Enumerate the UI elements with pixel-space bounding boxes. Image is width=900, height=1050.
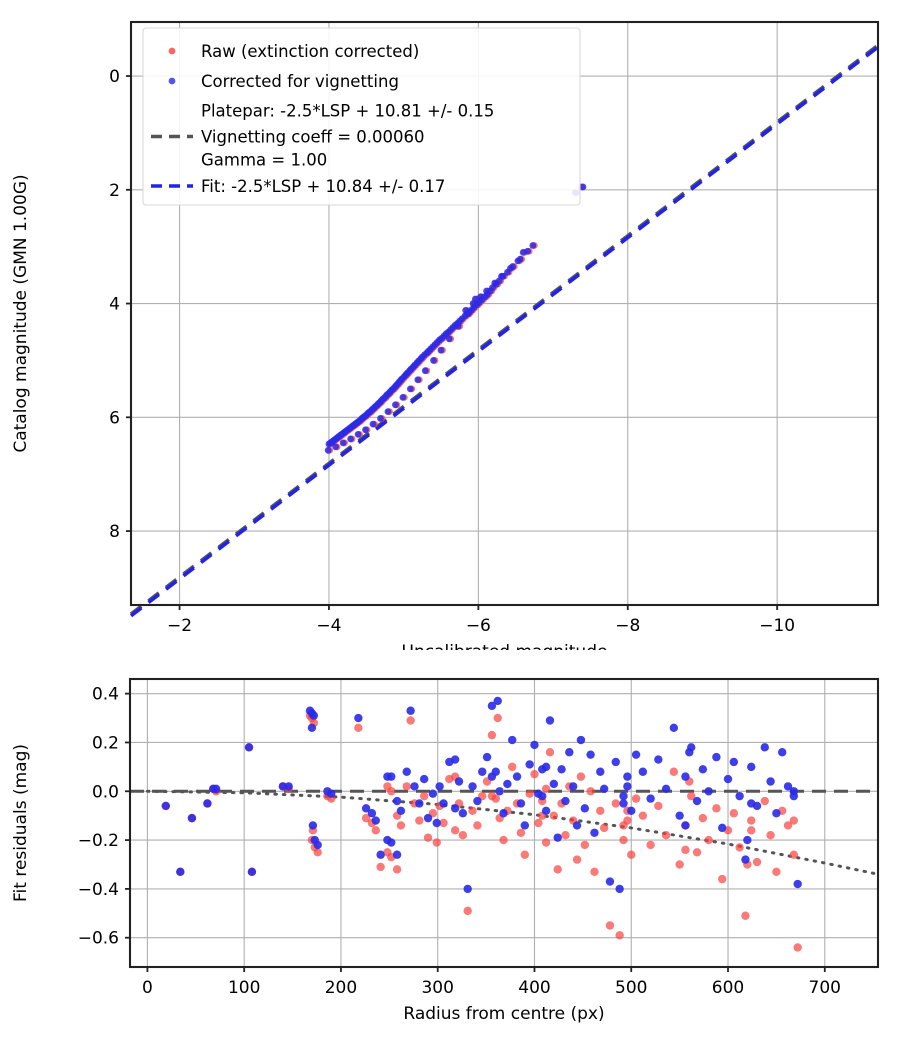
legend: Raw (extinction corrected) Corrected for … — [142, 27, 581, 206]
legend-label: Fit: -2.5*LSP + 10.84 +/- 0.17 — [201, 177, 445, 196]
legend-item: Platepar: -2.5*LSP + 10.81 +/- 0.15 — [201, 102, 494, 121]
y-tick-label: 0 — [109, 67, 120, 87]
y-axis-label: Catalog magnitude (GMN 1.00G) — [11, 174, 31, 452]
legend-label: Vignetting coeff = 0.00060 — [201, 128, 425, 147]
y-tick-label: −0.2 — [78, 831, 119, 851]
fit-line — [129, 45, 880, 618]
y-tick-label: 4 — [109, 295, 120, 315]
raw-residual-series — [161, 711, 802, 952]
gridlines — [130, 679, 878, 967]
corrected-residual-series — [161, 696, 802, 894]
x-tick-label: −2 — [167, 616, 192, 636]
magnitude-calibration-plot: −2 −4 −6 −8 −10 0 2 4 6 8 Uncalibrated magnitude Ca… — [11, 20, 880, 650]
corrected-series — [324, 183, 587, 454]
x-tick-label: 200 — [325, 978, 357, 998]
legend-item: Vignetting coeff = 0.00060 — [151, 128, 425, 147]
legend-item: Gamma = 1.00 — [201, 151, 327, 170]
residual-points — [161, 696, 802, 952]
legend-dot-icon — [168, 47, 176, 55]
y-tick-label: 0.2 — [92, 733, 119, 753]
x-tick-label: 500 — [615, 978, 647, 998]
legend-label: Gamma = 1.00 — [201, 151, 327, 170]
legend-item: Corrected for vignetting — [168, 72, 399, 91]
fit-residuals-plot: 0 100 200 300 400 500 600 700 0.4 0.2 0.0 −0.2 −0.4 −… — [0, 650, 900, 1050]
x-tick-label: 0 — [142, 978, 153, 998]
x-tick-label: −6 — [466, 616, 491, 636]
fit-lines — [129, 43, 880, 618]
x-tick-label: −10 — [759, 616, 795, 636]
axes-frame — [129, 20, 880, 607]
axis-ticks: 0 100 200 300 400 500 600 700 0.4 0.2 0.0 −0.2 −0.4 −… — [78, 685, 841, 998]
y-axis-label: Fit residuals (mag) — [11, 744, 31, 902]
x-tick-label: 600 — [712, 978, 744, 998]
legend-label: Platepar: -2.5*LSP + 10.81 +/- 0.15 — [201, 102, 494, 121]
magnitude-calibration-svg: −2 −4 −6 −8 −10 0 2 4 6 8 Uncalibrated magnitude Ca… — [11, 20, 880, 650]
x-tick-label: −8 — [615, 616, 640, 636]
x-tick-label: 300 — [421, 978, 453, 998]
x-axis-label: Radius from centre (px) — [403, 1004, 604, 1024]
x-axis-label: Uncalibrated magnitude — [402, 642, 608, 650]
y-tick-label: 0.4 — [92, 685, 119, 705]
axes-frame — [128, 677, 880, 969]
y-tick-label: −0.4 — [78, 880, 119, 900]
legend-label: Corrected for vignetting — [201, 72, 399, 91]
y-tick-label: 6 — [109, 408, 120, 428]
scatter-points — [324, 183, 587, 454]
y-tick-label: 8 — [109, 522, 120, 542]
vignetting-model-line — [145, 789, 880, 876]
legend-label: Raw (extinction corrected) — [201, 42, 419, 61]
fit-residuals-svg: 0 100 200 300 400 500 600 700 0.4 0.2 0.0 −0.2 −0.4 −… — [11, 677, 880, 1024]
reference-lines — [130, 789, 880, 876]
x-tick-label: 400 — [518, 978, 550, 998]
x-tick-label: 700 — [809, 978, 841, 998]
legend-dot-icon — [168, 77, 176, 85]
y-tick-label: 2 — [109, 181, 120, 201]
y-tick-label: −0.6 — [78, 929, 119, 949]
x-tick-label: 100 — [228, 978, 260, 998]
axis-ticks: −2 −4 −6 −8 −10 0 2 4 6 8 — [109, 67, 795, 636]
legend-item: Raw (extinction corrected) — [168, 42, 419, 61]
x-tick-label: −4 — [316, 616, 341, 636]
y-tick-label: 0.0 — [92, 782, 119, 802]
legend-item: Fit: -2.5*LSP + 10.84 +/- 0.17 — [151, 177, 445, 196]
